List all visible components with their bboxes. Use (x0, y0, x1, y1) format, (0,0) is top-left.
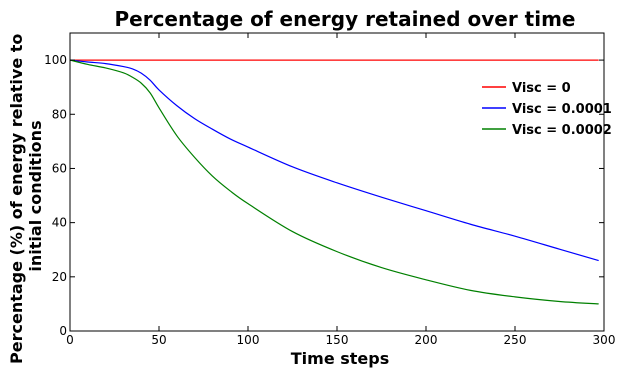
y-tick-label: 60 (52, 161, 67, 175)
y-axis-label: Percentage (%) of energy relative to ini… (7, 28, 45, 364)
legend-label: Visc = 0 (512, 81, 571, 96)
x-tick-label: 50 (151, 333, 166, 347)
ticks-layer: 0 50 100 150 200 250 300 0 20 40 60 80 100 (44, 33, 615, 347)
y-tick-label: 0 (59, 324, 67, 338)
y-tick-label: 40 (52, 216, 67, 230)
y-axis-label-line-1: Percentage (%) of energy relative to (7, 34, 26, 364)
y-axis-label-line-2: initial conditions (26, 120, 45, 271)
x-tick-label: 200 (415, 333, 438, 347)
x-tick-label: 150 (326, 333, 349, 347)
legend-label: Visc = 0.0001 (512, 102, 612, 117)
legend: Visc = 0 Visc = 0.0001 Visc = 0.0002 (482, 81, 612, 138)
y-tick-label: 80 (52, 107, 67, 121)
series-layer (69, 59, 599, 305)
x-axis-label: Time steps (291, 349, 390, 368)
x-tick-label: 100 (237, 333, 260, 347)
series-line-visc-0-0001 (69, 59, 599, 262)
x-tick-label: 300 (593, 333, 616, 347)
plot-frame (69, 32, 605, 332)
legend-label: Visc = 0.0002 (512, 123, 612, 138)
series-line-visc-0-0002 (69, 59, 599, 305)
x-tick-label: 250 (504, 333, 527, 347)
y-tick-label: 100 (44, 53, 67, 67)
x-tick-label: 0 (66, 333, 74, 347)
y-tick-label: 20 (52, 270, 67, 284)
chart-title: Percentage of energy retained over time (114, 7, 575, 31)
